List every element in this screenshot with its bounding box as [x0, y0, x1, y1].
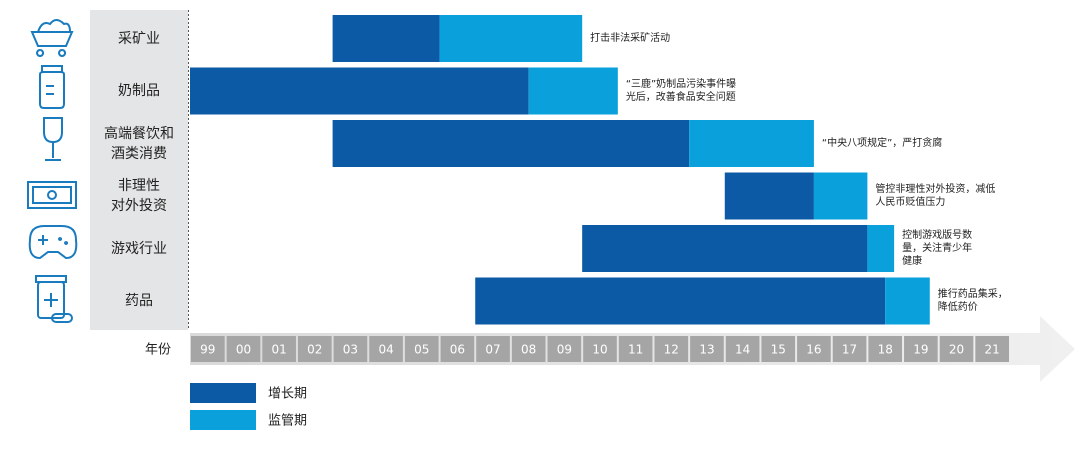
x-tick-label: 13 [699, 343, 714, 357]
x-tick-box [262, 336, 296, 362]
x-tick-label: 99 [200, 343, 215, 357]
x-tick-box [690, 336, 724, 362]
bar [190, 67, 529, 115]
x-tick-label: 10 [592, 343, 607, 357]
x-tick-label: 07 [485, 343, 500, 357]
x-tick-box [583, 336, 617, 362]
bar [813, 172, 868, 220]
row-label: 药品 [125, 293, 153, 309]
x-tick-label: 03 [343, 343, 358, 357]
x-tick-box [547, 336, 582, 362]
x-tick-label: 14 [735, 343, 750, 357]
row-label: 游戏行业 [111, 240, 167, 257]
bar [528, 67, 618, 115]
x-tick-box [975, 336, 1009, 362]
x-tick-box [939, 336, 974, 362]
x-tick-label: 19 [913, 343, 928, 357]
annotation: “三鹿”奶制品污染事件曝 光后，改善食品安全问题 [625, 79, 737, 103]
x-tick-box [654, 336, 689, 362]
x-tick-label: 02 [307, 343, 322, 357]
x-axis-label: 年份 [145, 343, 171, 358]
x-tick-label: 20 [949, 343, 964, 357]
x-tick-box [404, 336, 439, 362]
legend-swatch [190, 383, 256, 403]
x-tick-label: 12 [664, 343, 679, 357]
icons [27, 19, 78, 323]
x-tick-box [725, 336, 760, 362]
bar [724, 172, 814, 220]
bar [332, 120, 690, 167]
x-tick-label: 08 [521, 343, 536, 357]
bar [332, 15, 440, 62]
x-tick-label: 09 [557, 343, 572, 357]
x-tick-box [297, 336, 332, 362]
row-label: 奶制品 [118, 83, 160, 99]
x-tick-label: 06 [450, 343, 465, 357]
x-tick-box [761, 336, 796, 362]
x-tick-label: 01 [271, 343, 286, 357]
x-tick-label: 18 [878, 343, 893, 357]
annotation: 管控非理性对外投资，减低 人民币贬值压力 [875, 184, 996, 208]
x-tick-box [476, 336, 510, 362]
legend-label: 监管期 [268, 414, 307, 429]
legend-swatch [190, 410, 256, 430]
bar [439, 15, 583, 62]
x-tick-box [511, 336, 546, 362]
bar [475, 277, 886, 325]
x-tick-label: 04 [378, 343, 393, 357]
annotation: 推行药品集采， 降低药价 [937, 289, 1008, 313]
x-tick-label: 00 [236, 343, 251, 357]
row-label: 高端餐饮和 酒类消费 [104, 125, 174, 162]
x-tick-label: 21 [985, 343, 1000, 357]
x-tick-box [797, 336, 831, 362]
x-tick-label: 05 [414, 343, 429, 357]
x-tick-label: 17 [842, 343, 857, 357]
row-label: 非理性 对外投资 [111, 178, 167, 214]
x-tick-box [618, 336, 653, 362]
x-tick-box [369, 336, 403, 362]
x-tick-label: 15 [771, 343, 786, 357]
x-tick-box [868, 336, 903, 362]
bar [689, 120, 814, 167]
bar [867, 225, 895, 272]
annotation: 打击非法采矿活动 [590, 33, 671, 44]
x-tick-box [832, 336, 867, 362]
legend-label: 增长期 [268, 387, 307, 402]
row-label: 采矿业 [118, 30, 160, 47]
x-tick-box [440, 336, 475, 362]
annotation: “中央八项规定”，严打贪腐 [821, 138, 943, 149]
bar [582, 225, 868, 272]
x-tick-label: 16 [806, 343, 821, 357]
x-tick-box [333, 336, 368, 362]
x-tick-box [904, 336, 938, 362]
x-tick-box [226, 336, 261, 362]
annotation: 控制游戏版号数 量，关注青少年 健康 [902, 230, 973, 267]
x-tick-label: 11 [628, 343, 643, 357]
bar [885, 277, 930, 325]
x-tick-box [191, 336, 225, 362]
label-panel [90, 10, 188, 330]
